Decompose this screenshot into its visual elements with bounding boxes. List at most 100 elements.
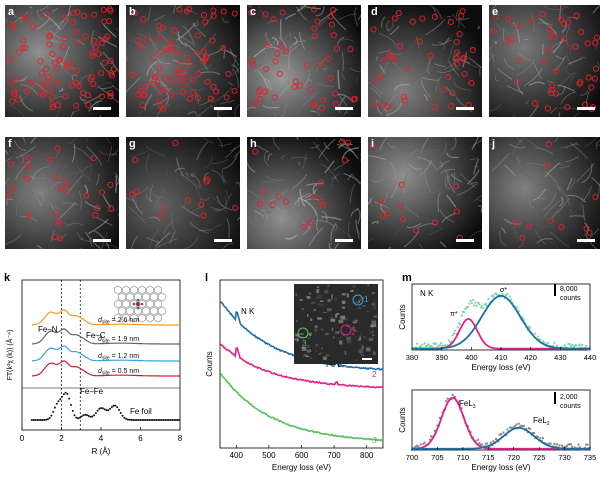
atom-marker	[261, 187, 268, 194]
atom-marker	[387, 52, 394, 59]
l-inset-label-3: 3	[302, 339, 307, 348]
atom-marker	[311, 33, 318, 40]
atom-marker	[584, 40, 591, 47]
atom-marker	[98, 93, 106, 100]
atom-marker	[576, 80, 583, 87]
panel-label-h: h	[250, 138, 257, 150]
atom-marker	[22, 44, 29, 51]
atom-marker	[278, 43, 285, 50]
panel-i-image: i	[368, 137, 482, 249]
panel-j-image: j	[489, 137, 600, 249]
atom-marker	[445, 74, 452, 81]
atom-marker	[372, 77, 380, 84]
atom-marker	[461, 70, 468, 77]
atom-marker	[551, 33, 558, 40]
atom-marker	[400, 215, 407, 223]
atom-marker	[107, 181, 114, 188]
scale-bar	[335, 107, 353, 110]
atom-marker	[409, 18, 416, 25]
atom-marker	[8, 79, 15, 86]
atom-marker	[248, 9, 255, 16]
atom-marker	[140, 16, 147, 23]
atom-marker	[282, 198, 289, 205]
atom-marker	[526, 223, 533, 230]
atom-marker	[452, 183, 460, 190]
atom-marker	[453, 55, 460, 62]
atom-marker	[586, 229, 593, 236]
m-bottom-scale-value: 2,000	[560, 394, 578, 401]
atom-marker	[272, 58, 279, 65]
atom-marker	[90, 155, 97, 162]
atom-marker	[310, 6, 317, 13]
atom-marker	[46, 41, 53, 48]
atom-marker	[316, 61, 323, 68]
atom-marker	[50, 77, 57, 84]
atom-marker	[306, 219, 313, 226]
atom-marker	[252, 148, 259, 155]
atom-marker	[90, 80, 97, 87]
m-x-tick-label: 390	[435, 353, 448, 362]
atom-marker	[212, 88, 220, 95]
atom-marker	[385, 103, 392, 110]
atom-marker	[73, 67, 80, 74]
m-sigma-label: σ*	[500, 287, 507, 294]
atom-marker	[23, 88, 30, 95]
panel-h-image: h	[247, 137, 361, 249]
atom-marker	[156, 23, 163, 30]
scale-bar	[456, 239, 474, 242]
m-top-scale-bar	[554, 284, 556, 296]
panel-label-j: j	[492, 138, 496, 150]
atom-marker	[252, 100, 259, 107]
atom-marker	[317, 179, 324, 186]
k-x-tick-label: 6	[138, 434, 143, 443]
m-x-tick-label: 735	[584, 453, 597, 462]
m-x-tick-label: 725	[533, 453, 546, 462]
atom-marker	[7, 161, 14, 168]
atom-marker	[21, 15, 28, 22]
atom-marker	[282, 48, 290, 55]
atom-marker	[553, 68, 560, 75]
atom-marker	[332, 100, 339, 108]
atom-marker	[327, 75, 334, 82]
atom-marker	[573, 12, 580, 19]
panel-d-image: d	[368, 5, 482, 117]
k-series-label: dsite = 1.2 nm	[98, 353, 139, 362]
m-fel3-label: FeL3	[459, 399, 476, 410]
atom-marker	[150, 54, 157, 61]
m-x-tick-label: 430	[554, 353, 567, 362]
k-series-line	[31, 328, 180, 345]
panel-label-a: a	[8, 6, 15, 18]
atom-marker	[564, 104, 571, 111]
atom-marker	[592, 194, 599, 201]
k-fe-n-label: Fe–N	[38, 325, 58, 334]
atom-marker	[47, 156, 54, 163]
atom-marker	[225, 70, 232, 78]
atom-marker	[207, 95, 214, 102]
atom-marker	[47, 32, 54, 39]
atom-marker	[558, 224, 565, 231]
atom-marker	[74, 9, 81, 16]
atom-marker	[176, 61, 183, 68]
atom-marker	[186, 95, 193, 102]
atom-marker	[275, 193, 282, 200]
atom-marker	[578, 29, 585, 36]
k-x-tick-label: 8	[178, 434, 183, 443]
atom-marker	[560, 20, 567, 27]
atom-marker	[56, 57, 63, 64]
m-x-tick-label: 720	[507, 453, 520, 462]
atom-marker	[82, 33, 89, 40]
atom-marker	[148, 80, 155, 87]
m-x-tick-label: 410	[495, 353, 508, 362]
atom-marker	[14, 76, 21, 83]
atom-marker	[166, 47, 173, 54]
atom-marker	[202, 18, 209, 26]
atom-marker	[140, 92, 147, 99]
atom-marker	[379, 101, 386, 108]
atom-marker	[384, 210, 391, 217]
m-x-tick-label: 710	[457, 453, 470, 462]
spectra-figure: k dsite = 2.6 nm dsite = 1.9 nm dsite = 1.2…	[4, 272, 597, 472]
atom-marker	[591, 75, 598, 82]
atom-marker	[588, 84, 595, 91]
atom-marker	[271, 94, 278, 101]
l-series-line	[220, 343, 384, 389]
